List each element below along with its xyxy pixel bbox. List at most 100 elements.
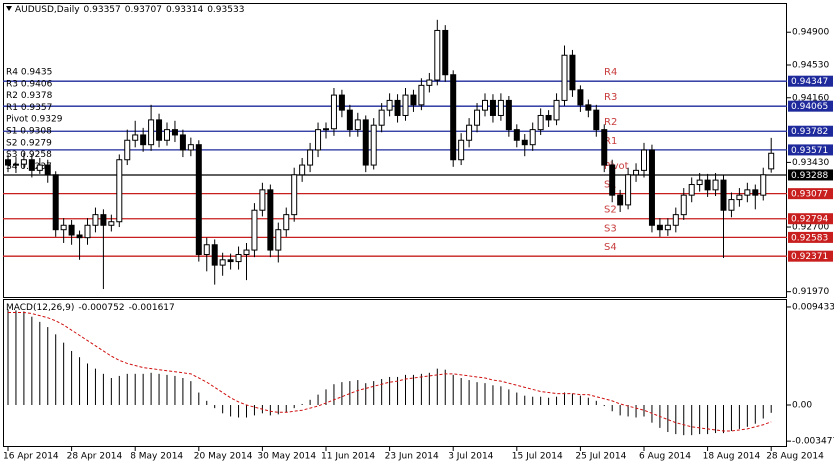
candle-body: [235, 253, 242, 263]
x-tick-label: 11 Jun 2014: [321, 452, 375, 462]
candle-body: [179, 134, 186, 151]
ohlc-value: 0.93707: [125, 5, 162, 15]
candle-body: [752, 189, 759, 196]
level-price: 0.94347: [791, 77, 828, 87]
macd-title-text: MACD(12,26,9): [6, 303, 74, 313]
candle-body: [92, 214, 99, 226]
candle-body: [346, 109, 353, 131]
x-tick-label: 8 May 2014: [130, 452, 183, 462]
level-name: R2: [604, 117, 617, 128]
level-price: 0.92583: [791, 233, 828, 243]
level-price-box: [788, 100, 833, 112]
candle-body: [760, 174, 767, 196]
candle-body: [505, 99, 512, 131]
level-name: R1: [604, 136, 617, 147]
candle-body: [680, 194, 687, 216]
candle-body: [12, 163, 19, 166]
x-tick-label: 28 Aug 2014: [766, 452, 824, 462]
level-name: S2: [604, 205, 617, 216]
x-tick-label: 3 Jul 2014: [448, 452, 493, 462]
candle-body: [720, 179, 727, 211]
level-name: R3: [604, 92, 617, 103]
candle-body: [434, 29, 441, 81]
candle-body: [76, 234, 83, 239]
candle-body: [712, 179, 719, 191]
candle-body: [521, 139, 528, 146]
candle-body: [466, 124, 473, 141]
candle-body: [561, 54, 568, 101]
candle-body: [617, 194, 624, 206]
candle-body: [489, 99, 496, 116]
candle-body: [672, 214, 679, 226]
level-price-box: [788, 250, 833, 262]
candle-body: [36, 164, 43, 171]
level-price: 0.93077: [791, 190, 828, 200]
candle-body: [633, 169, 640, 176]
signal-line: [8, 312, 772, 432]
candle-body: [52, 174, 59, 231]
candle-body: [569, 54, 576, 91]
candle-body: [124, 139, 131, 161]
x-tick-label: 23 Jun 2014: [385, 452, 439, 462]
candle-body: [497, 99, 504, 116]
ohlc-value: 0.93314: [166, 5, 203, 15]
candle-body: [736, 194, 743, 201]
x-tick-label: 15 Jul 2014: [512, 452, 563, 462]
candle-body: [648, 149, 655, 226]
candle-body: [768, 152, 775, 170]
x-tick-label: 16 Apr 2014: [3, 452, 59, 462]
level-price: 0.92371: [791, 252, 828, 262]
candle-body: [386, 99, 393, 111]
x-tick-label: 6 Aug 2014: [639, 452, 691, 462]
y-tick-label: 0.94900: [792, 28, 829, 38]
candle-body: [593, 109, 600, 131]
level-info: R2 0.9378: [6, 91, 53, 101]
candle-body: [84, 224, 91, 239]
level-price: 0.93288: [791, 171, 828, 181]
y-tick-label: 0.00: [792, 401, 812, 411]
level-info: S1 0.9308: [6, 127, 52, 137]
collapse-icon: [6, 6, 12, 11]
y-tick-label: 0.94160: [792, 93, 829, 103]
x-tick-label: 18 Aug 2014: [703, 452, 761, 462]
ohlc-value: 0.93357: [84, 5, 121, 15]
candle-body: [728, 199, 735, 211]
ohlc-value: 0.93533: [207, 5, 244, 15]
candle-body: [299, 164, 306, 176]
candle-body: [370, 124, 377, 166]
candle-body: [60, 224, 67, 231]
y-tick-label: 0.92700: [792, 223, 829, 233]
y-tick-label: 0.91970: [792, 287, 829, 297]
candle-body: [140, 134, 147, 146]
macd-title: MACD(12,26,9) -0.000752 -0.001617: [6, 303, 175, 313]
candle-body: [20, 159, 27, 165]
level-price-box: [788, 231, 833, 243]
y-tick-label: 0.94530: [792, 60, 829, 70]
candle-body: [259, 189, 266, 211]
level-name: S3: [604, 223, 617, 234]
candle-body: [482, 99, 488, 111]
candle-body: [211, 244, 218, 266]
candle-body: [5, 159, 11, 166]
candle-body: [108, 221, 115, 226]
macd-current-value: -0.001617: [129, 303, 175, 313]
x-tick-label: 28 Apr 2014: [67, 452, 123, 462]
candle-body: [402, 94, 409, 116]
candle-body: [330, 94, 337, 130]
candle-body: [219, 259, 226, 266]
candle-body: [323, 128, 329, 131]
candle-body: [410, 94, 417, 106]
candle-body: [187, 144, 194, 151]
candle-body: [513, 129, 520, 141]
level-name: S4: [604, 242, 617, 253]
candle-body: [354, 119, 361, 131]
candle-body: [378, 109, 385, 126]
candle-body: [100, 214, 107, 226]
level-info: R4 0.9435: [6, 68, 52, 78]
candle-body: [450, 74, 457, 161]
level-info: Pivot 0.9329: [6, 115, 63, 125]
title-text: AUDUSD,Daily: [15, 5, 80, 15]
level-price-box: [788, 188, 833, 200]
candle-body: [474, 109, 481, 126]
candle-body: [315, 129, 322, 151]
